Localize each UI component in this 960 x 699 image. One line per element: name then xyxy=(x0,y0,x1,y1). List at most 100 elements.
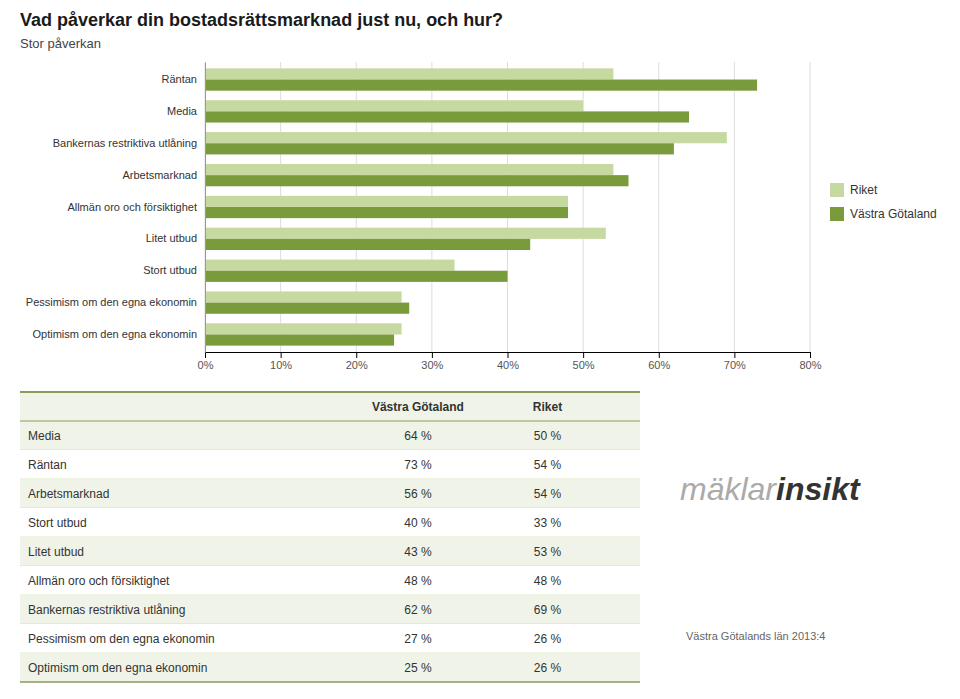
table-row-bg xyxy=(20,479,640,508)
bar xyxy=(205,303,409,314)
x-tick-label: 40% xyxy=(497,359,519,371)
table-cell: 54 % xyxy=(534,458,562,472)
y-tick: Arbetsmarknad xyxy=(122,169,205,181)
bar xyxy=(205,196,568,207)
x-tick-label: 30% xyxy=(421,359,443,371)
y-tick: Pessimism om den egna ekonomin xyxy=(26,296,205,308)
table-cell: Arbetsmarknad xyxy=(28,487,109,501)
y-tick-label: Optimism om den egna ekonomin xyxy=(33,328,197,340)
bar xyxy=(205,164,613,175)
table-row-bg xyxy=(20,450,640,479)
table-cell: Bankernas restriktiva utlåning xyxy=(28,603,185,617)
bar xyxy=(205,207,568,218)
x-tick-mark xyxy=(734,352,735,358)
grid-line xyxy=(658,62,659,352)
x-tick: 50% xyxy=(573,352,595,371)
table-cell: 54 % xyxy=(534,487,562,501)
table-cell: 53 % xyxy=(534,545,562,559)
y-tick-label: Räntan xyxy=(162,73,197,85)
y-tick: Optimism om den egna ekonomin xyxy=(33,328,205,340)
bar xyxy=(205,132,727,143)
legend-swatch xyxy=(830,207,844,221)
x-axis: 0%10%20%30%40%50%60%70%80% xyxy=(198,352,822,371)
table-row-bg xyxy=(20,653,640,682)
x-tick: 40% xyxy=(497,352,519,371)
table: Västra GötalandRiketMedia64 %50 %Räntan7… xyxy=(20,392,640,682)
x-tick-mark xyxy=(356,352,357,358)
y-tick-label: Arbetsmarknad xyxy=(122,169,197,181)
chart: Vad påverkar din bostadsrättsmarknad jus… xyxy=(0,0,960,699)
footer: Västra Götalands län 2013:4 xyxy=(686,630,825,642)
y-tick-label: Bankernas restriktiva utlåning xyxy=(53,137,197,149)
table-cell: 48 % xyxy=(404,574,432,588)
bar xyxy=(205,260,455,271)
table-cell: 26 % xyxy=(534,632,562,646)
table-row-bg xyxy=(20,537,640,566)
logo: mäklarinsikt xyxy=(680,471,861,507)
bars xyxy=(205,68,757,345)
table-cell: 40 % xyxy=(404,516,432,530)
logo-bold: insikt xyxy=(776,471,861,507)
table-cell: 33 % xyxy=(534,516,562,530)
table-cell: 73 % xyxy=(404,458,432,472)
x-tick: 60% xyxy=(648,352,670,371)
y-axis: Räntan Media Bankernas restriktiva utlånin… xyxy=(26,63,206,353)
legend-item: Västra Götaland xyxy=(830,207,937,221)
y-tick: Litet utbud xyxy=(146,232,205,244)
table-row-bg xyxy=(20,566,640,595)
y-tick: Allmän oro och försiktighet xyxy=(67,201,205,213)
bar xyxy=(205,80,757,91)
table-cell: Räntan xyxy=(28,458,67,472)
bar xyxy=(205,271,508,282)
title: Vad påverkar din bostadsrättsmarknad jus… xyxy=(20,10,503,30)
y-tick: Räntan xyxy=(162,73,205,85)
table-header-bg xyxy=(20,392,640,421)
table-cell: 27 % xyxy=(404,632,432,646)
table-cell: Allmän oro och försiktighet xyxy=(28,574,170,588)
table-cell: 64 % xyxy=(404,429,432,443)
table-row-bg xyxy=(20,421,640,450)
grid-line xyxy=(734,62,735,352)
bar xyxy=(205,68,613,79)
x-tick: 10% xyxy=(270,352,292,371)
y-tick: Media xyxy=(167,105,205,117)
x-tick-label: 20% xyxy=(346,359,368,371)
x-tick: 30% xyxy=(421,352,443,371)
x-tick-mark xyxy=(810,352,811,358)
grid-line xyxy=(810,62,811,352)
table-rule xyxy=(20,420,640,421)
y-tick-label: Allmän oro och försiktighet xyxy=(67,201,197,213)
table-cell: 48 % xyxy=(534,574,562,588)
table-row-bg xyxy=(20,595,640,624)
x-tick: 70% xyxy=(724,352,746,371)
x-tick-label: 0% xyxy=(198,359,214,371)
bar xyxy=(205,100,583,111)
table-header-cell: Västra Götaland xyxy=(372,400,464,414)
bar xyxy=(205,143,674,154)
table-cell: Litet utbud xyxy=(28,545,84,559)
x-tick-label: 70% xyxy=(724,359,746,371)
bar xyxy=(205,228,606,239)
grid xyxy=(205,62,810,352)
x-tick-mark xyxy=(205,352,206,358)
x-tick-mark xyxy=(583,352,584,358)
subtitle: Stor påverkan xyxy=(20,36,101,51)
x-tick-label: 60% xyxy=(648,359,670,371)
bar xyxy=(205,334,394,345)
y-tick-label: Stort utbud xyxy=(143,264,197,276)
table-row-bg xyxy=(20,624,640,653)
x-tick-label: 50% xyxy=(573,359,595,371)
legend-label: Västra Götaland xyxy=(850,207,937,221)
y-tick: Bankernas restriktiva utlåning xyxy=(53,137,205,149)
table-cell: 62 % xyxy=(404,603,432,617)
x-tick-mark xyxy=(281,352,282,358)
bar xyxy=(205,111,689,122)
x-tick: 0% xyxy=(198,352,214,371)
y-axis-line xyxy=(205,63,206,353)
table-cell: Stort utbud xyxy=(28,516,87,530)
table-cell: 43 % xyxy=(404,545,432,559)
table-rule xyxy=(20,391,640,393)
bar xyxy=(205,239,530,250)
x-tick-mark xyxy=(432,352,433,358)
table-cell: 56 % xyxy=(404,487,432,501)
